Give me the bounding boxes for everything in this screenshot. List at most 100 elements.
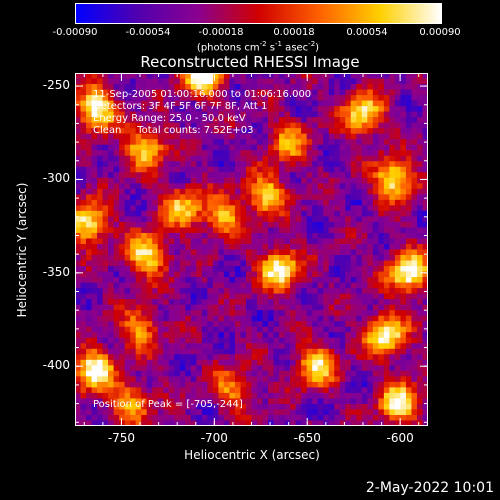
heatmap-cell [196,117,203,123]
heatmap-cell [108,106,114,112]
heatmap-cell [345,387,352,394]
heatmap-cell [229,304,236,311]
heatmap-cell [240,370,247,377]
heatmap-cell [367,194,374,201]
heatmap-cell [262,155,269,162]
heatmap-cell [229,95,236,101]
heatmap-cell [80,354,87,361]
heatmap-cell [268,310,274,316]
heatmap-cell [268,321,274,328]
heatmap-cell [295,172,302,179]
heatmap-cell [306,216,313,223]
heatmap-cell [389,282,396,289]
heatmap-cell [185,409,192,416]
heatmap-cell [229,260,236,267]
heatmap-cell [234,188,241,195]
heatmap-cell [218,100,225,107]
heatmap-cell [345,409,352,416]
heatmap-cell [245,221,252,228]
heatmap-cell [350,150,357,157]
heatmap-cell [405,420,412,426]
heatmap-cell [234,249,241,256]
heatmap-cell [367,155,374,162]
heatmap-cell [229,232,236,239]
heatmap-cell [86,144,92,151]
heatmap-cell [284,293,291,300]
heatmap-cell [356,84,363,90]
heatmap-cell [174,282,181,289]
heatmap-cell [229,216,236,223]
heatmap-cell [389,95,396,101]
heatmap-cell [124,392,131,399]
heatmap-cell [339,409,346,416]
heatmap-cell [201,243,208,250]
heatmap-cell [323,376,330,383]
heatmap-cell [339,100,346,107]
heatmap-cell [108,403,114,410]
heatmap-cell [262,398,269,405]
heatmap-cell [157,117,164,123]
heatmap-cell [245,365,252,372]
heatmap-cell [323,255,330,261]
heatmap-cell [157,266,164,272]
heatmap-cell [350,139,357,146]
heatmap-cell [218,232,225,239]
heatmap-cell [372,166,379,173]
heatmap-cell [163,326,170,333]
heatmap-cell [317,370,324,377]
heatmap-cell [201,172,208,179]
heatmap-cell [190,359,197,366]
heatmap-cell [257,172,263,179]
heatmap-cell [389,326,396,333]
heatmap-cell [108,144,114,151]
heatmap-cell [301,376,307,383]
heatmap-cell [257,122,263,129]
heatmap-cell [190,95,197,101]
heatmap-cell [240,277,247,283]
heatmap-cell [350,420,357,426]
heatmap-cell [245,106,252,112]
heatmap-cell [245,128,252,134]
heatmap-cell [86,414,92,421]
heatmap-cell [328,133,335,140]
heatmap-cell [383,420,390,426]
heatmap-cell [190,155,197,162]
heatmap-cell [185,221,192,228]
heatmap-cell [345,348,352,355]
heatmap-cell [196,271,203,278]
heatmap-cell [334,155,341,162]
heatmap-cell [75,84,81,90]
heatmap-cell [378,161,385,168]
heatmap-cell [251,78,258,85]
heatmap-cell [378,392,385,399]
heatmap-cell [273,111,280,118]
heatmap-cell [378,210,385,217]
heatmap-cell [240,243,247,250]
heatmap-cell [168,332,175,339]
heatmap-cell [389,293,396,300]
heatmap-cell [234,299,241,305]
heatmap-cell [372,403,379,410]
heatmap-cell [113,414,120,421]
heatmap-cell [201,221,208,228]
heatmap-cell [75,155,81,162]
heatmap-cell [295,183,302,190]
heatmap-cell [400,277,407,283]
heatmap-cell [273,172,280,179]
heatmap-cell [135,139,142,146]
heatmap-cell [119,304,125,311]
heatmap-cell [97,150,103,157]
heatmap-cell [422,95,428,101]
heatmap-cell [378,84,385,90]
heatmap-cell [102,89,109,96]
heatmap-cell [334,354,341,361]
heatmap-cell [86,232,92,239]
heatmap-cell [394,205,401,212]
heatmap-cell [240,144,247,151]
heatmap-cell [102,310,109,316]
heatmap-cell [394,277,401,283]
heatmap-cell [201,420,208,426]
heatmap-cell [378,111,385,118]
heatmap-cell [323,227,330,234]
heatmap-cell [141,293,148,300]
